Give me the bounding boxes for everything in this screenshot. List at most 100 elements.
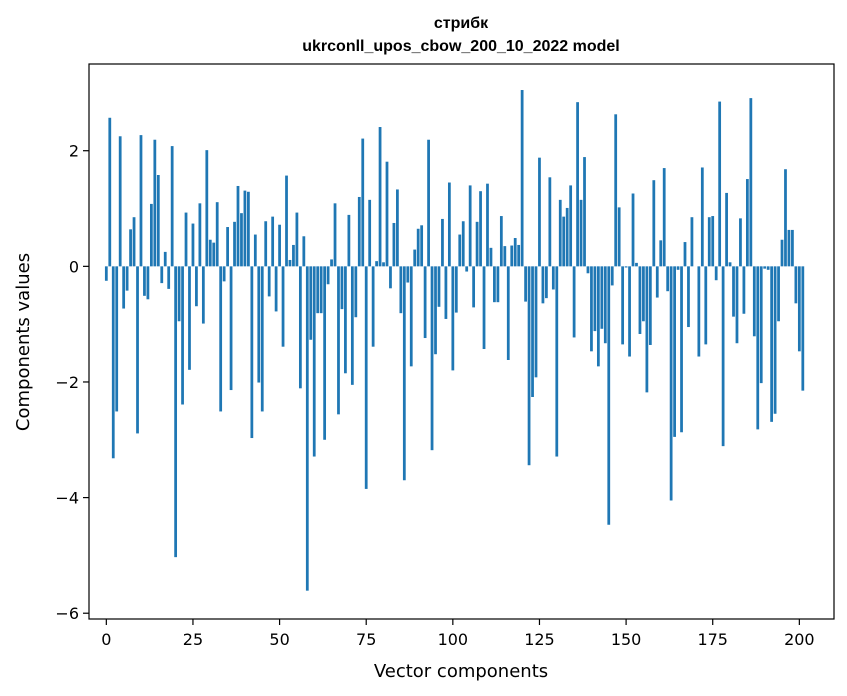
bar bbox=[347, 214, 351, 267]
bar bbox=[635, 262, 638, 267]
bar bbox=[136, 266, 139, 434]
bar bbox=[784, 169, 787, 267]
bar bbox=[427, 139, 430, 267]
bar bbox=[323, 266, 327, 440]
x-tick-label: 50 bbox=[269, 630, 289, 649]
x-tick-label: 75 bbox=[356, 630, 376, 649]
bar bbox=[118, 136, 122, 267]
bar bbox=[690, 217, 694, 267]
bar bbox=[749, 98, 753, 267]
bar bbox=[603, 266, 607, 344]
bar bbox=[545, 266, 548, 299]
bar bbox=[732, 266, 735, 317]
bar bbox=[170, 146, 174, 267]
bar bbox=[267, 266, 271, 297]
bar bbox=[191, 223, 195, 267]
bar bbox=[707, 217, 711, 267]
bar bbox=[357, 196, 361, 267]
bar bbox=[302, 236, 306, 267]
bar bbox=[129, 229, 132, 267]
bar bbox=[174, 266, 178, 558]
bar bbox=[264, 221, 268, 267]
bar bbox=[621, 266, 625, 345]
bar bbox=[402, 266, 406, 481]
bar bbox=[739, 218, 742, 267]
x-axis-label: Vector components bbox=[374, 661, 548, 682]
y-tick-label: −4 bbox=[55, 489, 79, 508]
bar bbox=[271, 216, 275, 267]
bar bbox=[447, 182, 451, 267]
bar bbox=[520, 90, 524, 267]
bar bbox=[364, 266, 368, 489]
bar bbox=[208, 239, 212, 267]
bar bbox=[163, 251, 167, 267]
bar bbox=[375, 261, 378, 267]
y-tick-label: −2 bbox=[55, 373, 79, 392]
bar bbox=[791, 229, 794, 267]
y-tick-label: 0 bbox=[69, 257, 79, 276]
bar bbox=[125, 266, 129, 291]
bar bbox=[350, 266, 354, 385]
bar bbox=[215, 202, 219, 267]
bar bbox=[240, 213, 243, 267]
bar bbox=[572, 266, 576, 338]
bar bbox=[451, 266, 455, 371]
bar bbox=[236, 185, 240, 267]
bar bbox=[676, 266, 680, 270]
bar bbox=[149, 203, 153, 267]
bar bbox=[344, 266, 347, 374]
bar bbox=[288, 259, 292, 267]
y-tick-label: −6 bbox=[55, 604, 79, 623]
bar bbox=[669, 266, 673, 501]
bar bbox=[361, 138, 365, 267]
bar bbox=[160, 266, 164, 284]
bar bbox=[704, 266, 708, 345]
bar bbox=[461, 221, 465, 267]
bar bbox=[683, 242, 687, 267]
bar bbox=[773, 266, 777, 414]
bar bbox=[756, 266, 760, 430]
bar bbox=[195, 266, 198, 307]
bar bbox=[156, 175, 160, 267]
bar bbox=[257, 266, 261, 383]
bar bbox=[527, 266, 531, 466]
bar bbox=[489, 247, 493, 267]
chart-title: стрибк bbox=[434, 15, 489, 32]
bar bbox=[437, 266, 441, 307]
bar bbox=[243, 190, 247, 267]
bar bbox=[392, 222, 396, 267]
bar bbox=[247, 191, 250, 267]
bar bbox=[316, 266, 320, 314]
bar bbox=[295, 212, 299, 267]
bar bbox=[479, 191, 482, 267]
y-axis-label: Components values bbox=[13, 253, 34, 431]
bar bbox=[506, 266, 510, 360]
bar bbox=[181, 266, 184, 405]
bar bbox=[406, 266, 410, 283]
bar bbox=[108, 117, 112, 267]
bar bbox=[801, 266, 805, 391]
bar bbox=[413, 249, 417, 267]
bar bbox=[132, 217, 136, 267]
bar bbox=[628, 266, 631, 357]
bar bbox=[420, 225, 424, 267]
bar bbox=[201, 266, 205, 324]
bar bbox=[309, 266, 313, 340]
bar bbox=[382, 262, 385, 267]
bar bbox=[465, 266, 469, 272]
bar bbox=[396, 189, 399, 267]
bar bbox=[333, 203, 337, 267]
bar bbox=[198, 203, 202, 267]
bar bbox=[586, 266, 590, 274]
bar bbox=[253, 234, 257, 267]
bar bbox=[441, 218, 444, 267]
bar bbox=[770, 266, 774, 422]
bar bbox=[177, 266, 181, 322]
bar bbox=[143, 266, 146, 296]
bar bbox=[617, 207, 621, 267]
bar bbox=[472, 266, 476, 308]
x-tick-label: 200 bbox=[784, 630, 815, 649]
bar bbox=[458, 234, 462, 267]
bar bbox=[680, 266, 683, 433]
